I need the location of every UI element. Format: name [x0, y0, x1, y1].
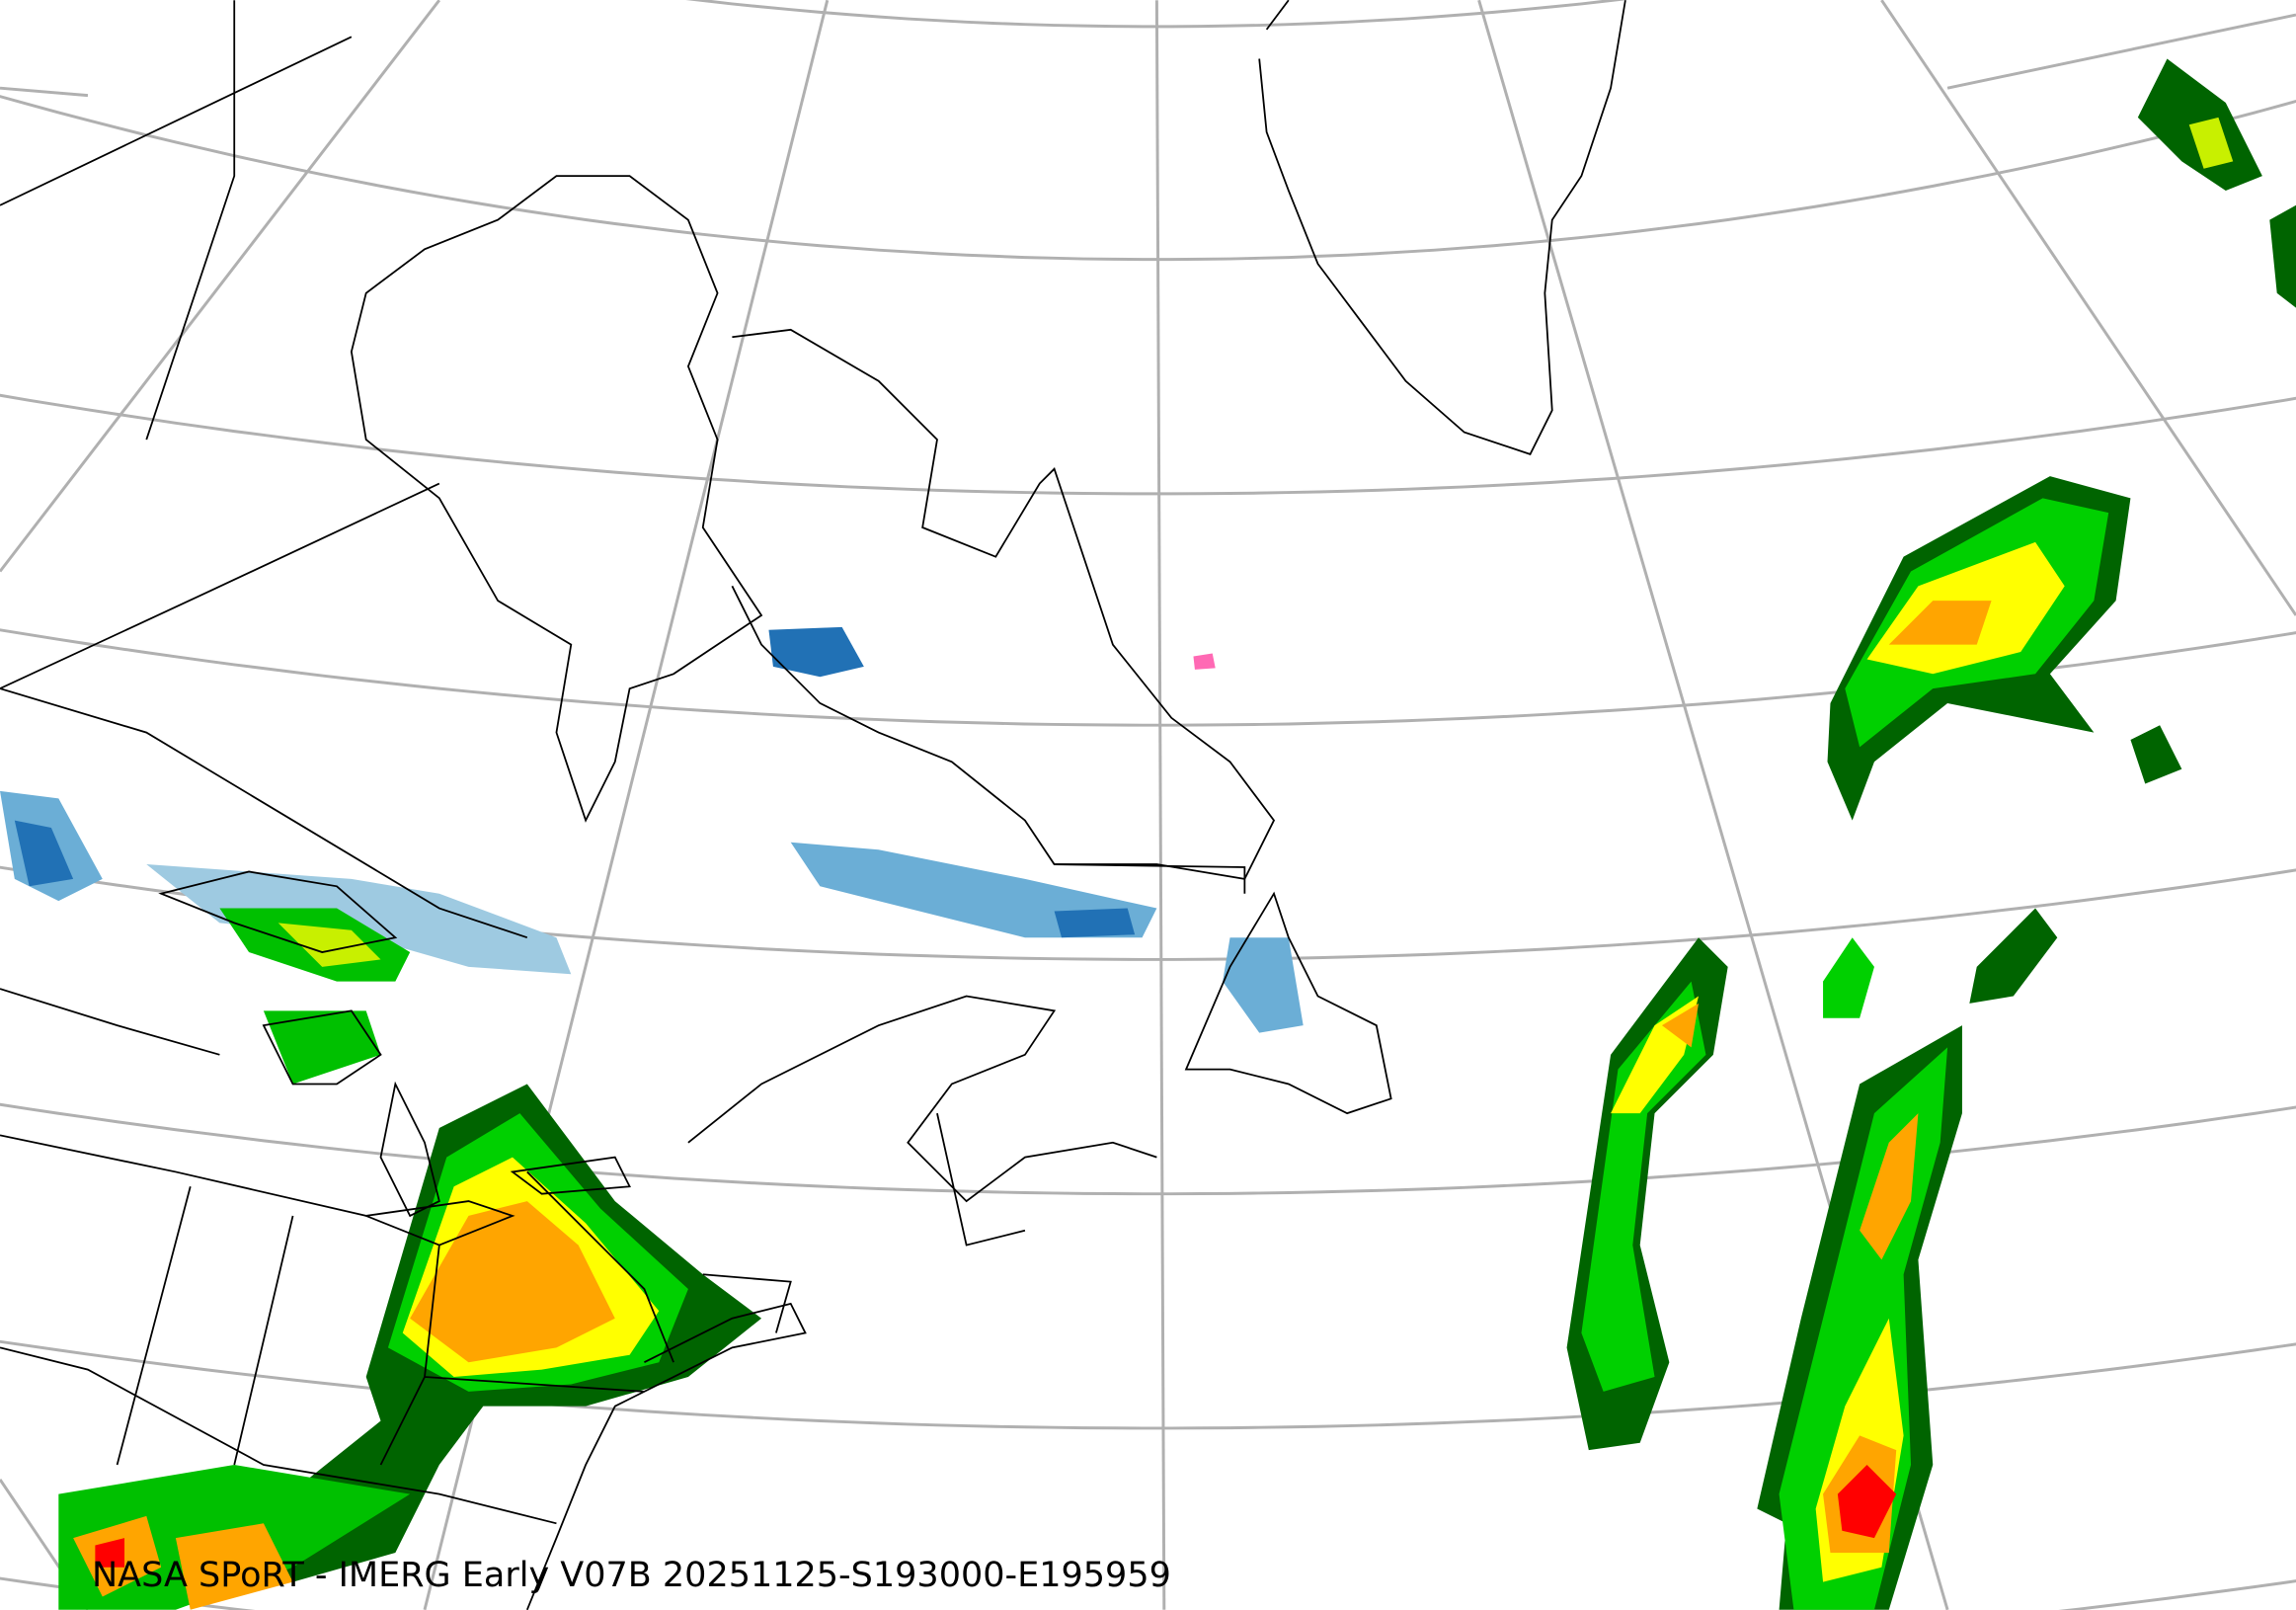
rain-area: [1969, 908, 2058, 1004]
rain-area: [175, 1523, 293, 1610]
snow-area: [1223, 937, 1304, 1033]
rain-area: [2188, 117, 2234, 169]
rain-area: [1823, 937, 1874, 1018]
graticule-line: [1946, 13, 2296, 90]
rain-area: [2130, 725, 2182, 784]
hudson-bay-coast: [350, 175, 763, 823]
snow-area: [1054, 908, 1136, 938]
graticule-line: [0, 95, 2296, 262]
graticule-line: [0, 0, 441, 573]
graticule-line: [685, 0, 1628, 29]
rain-area: [1888, 601, 1992, 645]
graticule-line: [0, 1339, 2296, 1430]
map-caption: NASA SPoRT - IMERG Early V07B 20251125-S…: [92, 1556, 1171, 1595]
mixed-area: [1193, 653, 1216, 670]
snow-area: [768, 626, 864, 678]
rain-area: [1837, 1464, 1897, 1539]
rain-area: [95, 1538, 125, 1568]
st-lawrence-coast: [687, 995, 1157, 1247]
newfoundland-coast: [1184, 891, 1392, 1115]
greenland-coast: [1258, 0, 1626, 455]
coastlines-borders: [0, 0, 1626, 1610]
rain-area: [2269, 204, 2296, 308]
labrador-quebec-coast: [731, 328, 1276, 880]
snow-area: [146, 864, 572, 975]
snow-area: [14, 820, 74, 887]
rain-area: [277, 923, 381, 967]
graticule-line: [1154, 0, 1166, 1610]
great-lakes: [158, 870, 631, 1247]
rain-area: [263, 1010, 381, 1085]
rain-area: [1661, 1003, 1700, 1048]
graticule-line: [0, 393, 2296, 496]
rain-area: [410, 1201, 615, 1363]
rain-area: [1581, 981, 1706, 1392]
graticule-line: [0, 86, 89, 98]
graticule-line: [1880, 0, 2296, 616]
us-east-coast: [525, 1302, 807, 1610]
rain-area: [1860, 1113, 1919, 1260]
precipitation-layer: [0, 58, 2296, 1610]
borders: [0, 0, 1246, 1525]
